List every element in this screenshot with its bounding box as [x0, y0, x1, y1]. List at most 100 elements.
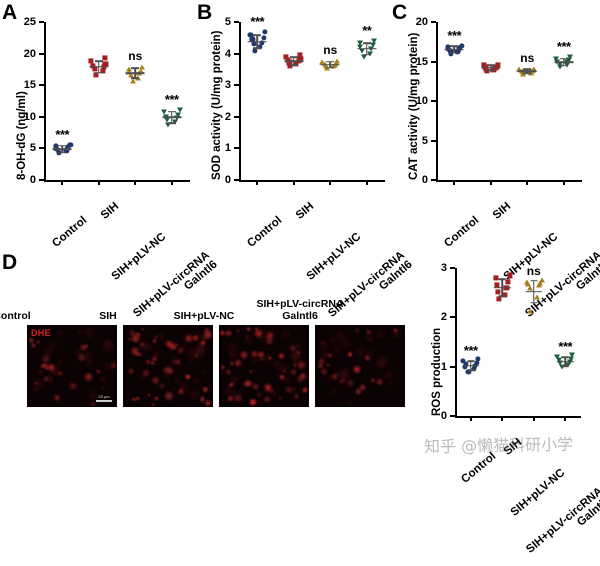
background-haze — [247, 396, 258, 407]
error-cap — [362, 42, 371, 44]
error-cap — [362, 53, 371, 56]
y-tick — [39, 115, 44, 118]
fluorescent-cell — [109, 360, 117, 370]
data-point — [481, 62, 487, 69]
error-cap — [94, 71, 103, 74]
background-haze — [97, 373, 109, 384]
fluorescent-cell — [264, 336, 275, 345]
data-point — [471, 366, 477, 372]
y-axis-label: 8-OH-dG (ng/ml) — [16, 91, 28, 180]
micrograph-title-line1: SIH+pLV-circRNA — [256, 298, 344, 310]
fluorescent-cell — [77, 352, 86, 364]
background-haze — [225, 328, 233, 336]
data-point — [530, 66, 537, 72]
fluorescent-cell — [228, 382, 233, 389]
fluorescent-cell — [185, 333, 194, 344]
fluorescent-cell — [46, 363, 56, 372]
error-cap — [58, 144, 67, 147]
background-haze — [180, 330, 195, 346]
y-tick — [39, 52, 44, 55]
fluorescent-cell — [253, 328, 263, 340]
data-point — [126, 69, 133, 75]
data-point — [163, 117, 170, 123]
fluorescent-cell — [135, 396, 140, 402]
x-axis-label: SIH — [98, 200, 121, 222]
fluorescent-cell — [151, 402, 156, 407]
error-bar — [469, 361, 472, 371]
background-haze — [189, 344, 207, 361]
data-point — [447, 48, 453, 54]
micrograph-image-2 — [219, 325, 309, 407]
fluorescent-cell — [198, 395, 206, 402]
background-haze — [35, 367, 46, 378]
fluorescent-cell — [291, 362, 298, 368]
background-haze — [73, 345, 85, 357]
significance-marker: *** — [164, 91, 179, 107]
fluorescent-cell — [57, 370, 63, 376]
y-tick — [234, 179, 239, 181]
fluorescent-cell — [290, 368, 297, 377]
y-tick — [234, 52, 239, 55]
error-bar — [170, 111, 173, 124]
y-tick-label: 2 — [440, 311, 447, 324]
error-bar — [292, 57, 295, 65]
micrograph-title-line1: SIH — [99, 310, 117, 322]
data-point — [359, 48, 366, 54]
fluorescent-cell — [127, 336, 134, 342]
micrograph-title-line2: Galntl6 — [282, 309, 318, 322]
scale-bar-text: 25 µm — [98, 394, 110, 399]
fluorescent-cell — [268, 355, 273, 360]
x-tick — [292, 180, 295, 185]
fluorescent-cell — [145, 359, 151, 365]
error-cap — [561, 365, 569, 367]
data-point — [92, 66, 98, 72]
fluorescent-cell — [363, 354, 371, 362]
fluorescent-cell — [250, 382, 260, 391]
background-haze — [167, 354, 185, 372]
y-tick — [450, 267, 455, 269]
background-haze — [159, 364, 176, 380]
background-haze — [85, 359, 94, 368]
fluorescent-cell — [162, 364, 172, 375]
y-axis-label: CAT activity (U/mg protein) — [408, 32, 420, 180]
fluorescent-cell — [152, 356, 158, 362]
fluorescent-cell — [278, 351, 286, 361]
fluorescent-cell — [39, 363, 47, 369]
fluorescent-cell — [338, 379, 344, 385]
fluorescent-cell — [225, 368, 233, 376]
background-haze — [150, 348, 164, 362]
fluorescent-cell — [53, 394, 61, 401]
x-axis-label: SIH — [502, 436, 525, 458]
fluorescent-cell — [67, 381, 78, 391]
panel-letter-b: B — [197, 1, 213, 24]
data-point — [523, 279, 530, 285]
x-tick — [134, 180, 137, 185]
fluorescent-cell — [263, 382, 273, 393]
panel-letter-c: C — [392, 1, 408, 24]
background-haze — [54, 328, 66, 340]
background-haze — [362, 330, 376, 344]
x-axis — [239, 180, 385, 182]
y-tick — [234, 115, 239, 118]
y-tick-label: 20 — [23, 47, 36, 60]
data-point — [496, 295, 502, 302]
data-point — [558, 364, 565, 370]
background-haze — [81, 325, 97, 341]
micrograph-title-line1: SIH+pLV-NC — [173, 310, 235, 322]
fluorescent-cell — [83, 370, 94, 383]
significance-marker: *** — [463, 342, 478, 358]
fluorescent-cell — [153, 396, 160, 401]
background-haze — [195, 342, 210, 357]
x-axis — [436, 180, 582, 182]
data-point — [250, 41, 257, 47]
error-cap — [289, 64, 298, 66]
fluorescent-cell — [27, 336, 35, 345]
background-haze — [337, 335, 354, 352]
background-haze — [280, 372, 293, 385]
data-point — [458, 43, 465, 49]
background-haze — [180, 341, 189, 350]
error-cap — [486, 69, 495, 71]
background-haze — [41, 345, 55, 360]
background-haze — [85, 387, 101, 404]
y-tick-label: 5 — [224, 16, 231, 28]
